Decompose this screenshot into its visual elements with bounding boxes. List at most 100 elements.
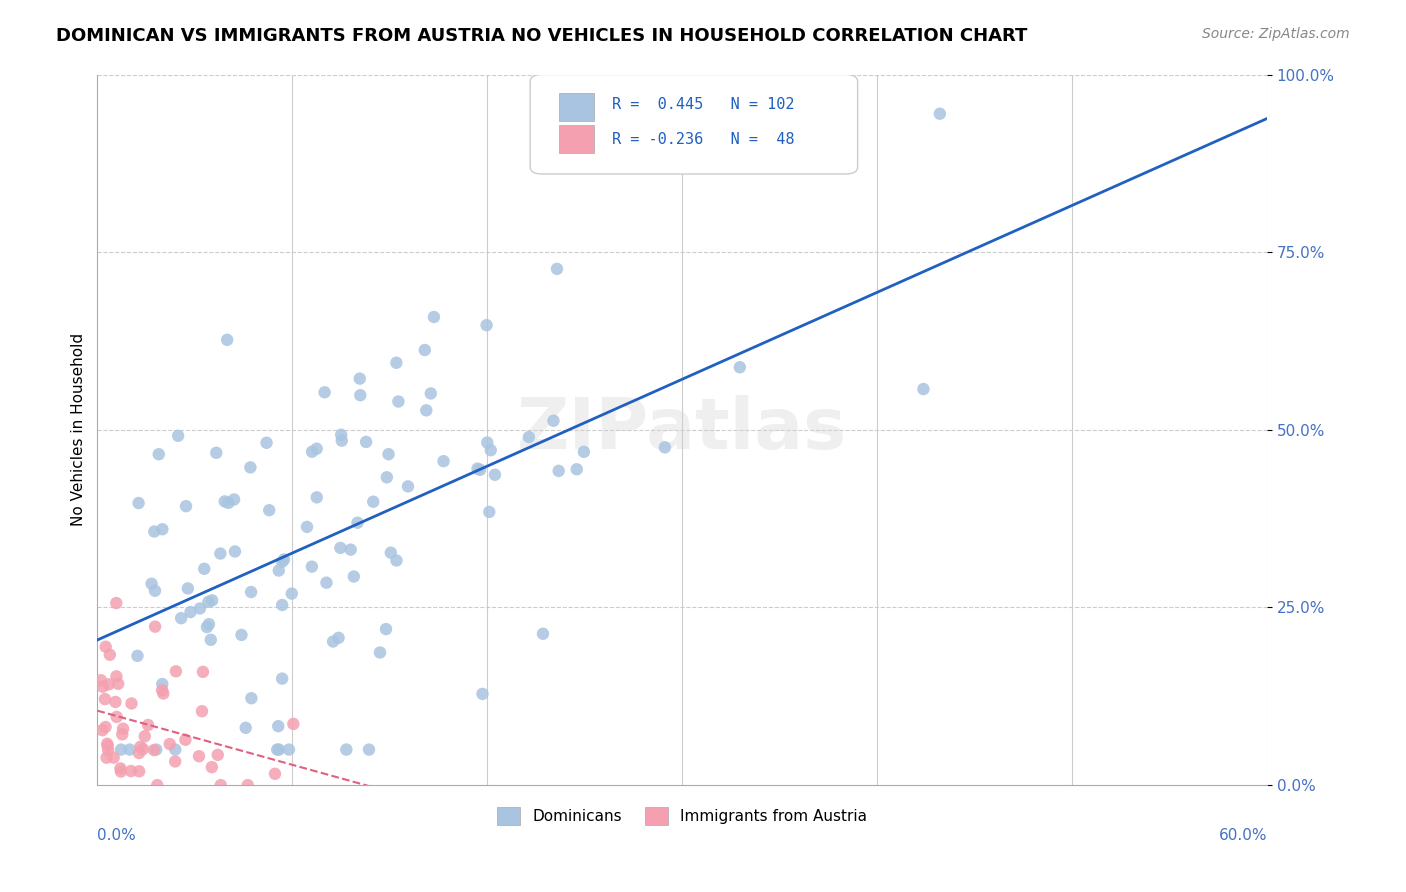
Point — [385, 356, 408, 370]
Point — [267, 719, 290, 733]
Point — [235, 721, 257, 735]
Point — [413, 343, 436, 357]
Point — [305, 442, 328, 456]
Point — [267, 742, 290, 756]
Point — [240, 691, 263, 706]
Point — [105, 596, 128, 610]
Point — [295, 520, 318, 534]
Point — [301, 444, 323, 458]
Point — [94, 640, 117, 654]
Point — [278, 742, 301, 756]
Point — [531, 626, 554, 640]
Point — [349, 388, 371, 402]
Point — [214, 494, 236, 508]
Point — [132, 742, 155, 756]
Text: ZIPatlas: ZIPatlas — [517, 395, 848, 465]
Point — [330, 427, 353, 442]
Point — [94, 692, 117, 706]
Point — [97, 677, 120, 691]
Point — [110, 764, 132, 779]
Point — [361, 494, 384, 508]
Text: R = -0.236   N =  48: R = -0.236 N = 48 — [612, 132, 794, 147]
Point — [191, 665, 214, 679]
Point — [217, 496, 239, 510]
FancyBboxPatch shape — [560, 125, 595, 153]
Point — [180, 605, 202, 619]
Point — [267, 564, 290, 578]
Point — [150, 683, 173, 698]
Point — [150, 677, 173, 691]
Point — [128, 746, 150, 760]
Point — [912, 382, 935, 396]
Point — [111, 727, 134, 741]
Point — [217, 333, 239, 347]
Point — [240, 585, 263, 599]
Point — [380, 546, 402, 560]
Text: 60.0%: 60.0% — [1219, 828, 1267, 843]
Point — [167, 429, 190, 443]
Point — [385, 553, 408, 567]
Point — [328, 631, 350, 645]
Point — [387, 394, 409, 409]
Point — [146, 778, 169, 792]
Point — [375, 470, 398, 484]
Point — [205, 446, 228, 460]
Point — [165, 742, 187, 756]
Point — [301, 559, 323, 574]
Point — [96, 750, 118, 764]
Point — [128, 496, 150, 510]
Point — [105, 710, 128, 724]
Point — [231, 628, 253, 642]
Point — [177, 582, 200, 596]
Point — [343, 569, 366, 583]
Point — [127, 648, 149, 663]
Point — [134, 729, 156, 743]
Point — [415, 403, 437, 417]
Point — [329, 541, 352, 555]
Point — [152, 686, 174, 700]
Point — [330, 434, 353, 448]
Point — [97, 743, 120, 757]
Point — [207, 747, 229, 762]
Point — [335, 742, 357, 756]
Point — [188, 749, 211, 764]
Point — [468, 463, 491, 477]
Point — [271, 598, 294, 612]
Point — [432, 454, 454, 468]
FancyBboxPatch shape — [530, 75, 858, 174]
Point — [143, 619, 166, 633]
Point — [368, 646, 391, 660]
Point — [375, 622, 398, 636]
Point — [128, 764, 150, 779]
Point — [98, 648, 121, 662]
Point — [224, 544, 246, 558]
Point — [266, 742, 288, 756]
Point — [107, 677, 129, 691]
Point — [271, 555, 294, 569]
Point — [165, 665, 187, 679]
Legend: Dominicans, Immigrants from Austria: Dominicans, Immigrants from Austria — [488, 797, 876, 834]
Point — [654, 441, 676, 455]
Point — [174, 732, 197, 747]
Point — [273, 552, 295, 566]
Point — [346, 516, 368, 530]
Text: Source: ZipAtlas.com: Source: ZipAtlas.com — [1202, 27, 1350, 41]
Point — [419, 386, 441, 401]
Point — [479, 443, 502, 458]
Point — [565, 462, 588, 476]
Point — [110, 742, 132, 756]
Point — [484, 467, 506, 482]
Point — [197, 595, 219, 609]
Point — [264, 766, 287, 780]
Point — [104, 695, 127, 709]
Point — [517, 430, 540, 444]
Point — [349, 371, 371, 385]
Point — [728, 360, 751, 375]
Point — [90, 673, 112, 688]
Point — [322, 634, 344, 648]
Point — [143, 524, 166, 539]
Point — [143, 583, 166, 598]
Point — [928, 106, 950, 120]
Point — [191, 704, 214, 718]
Point — [198, 617, 221, 632]
